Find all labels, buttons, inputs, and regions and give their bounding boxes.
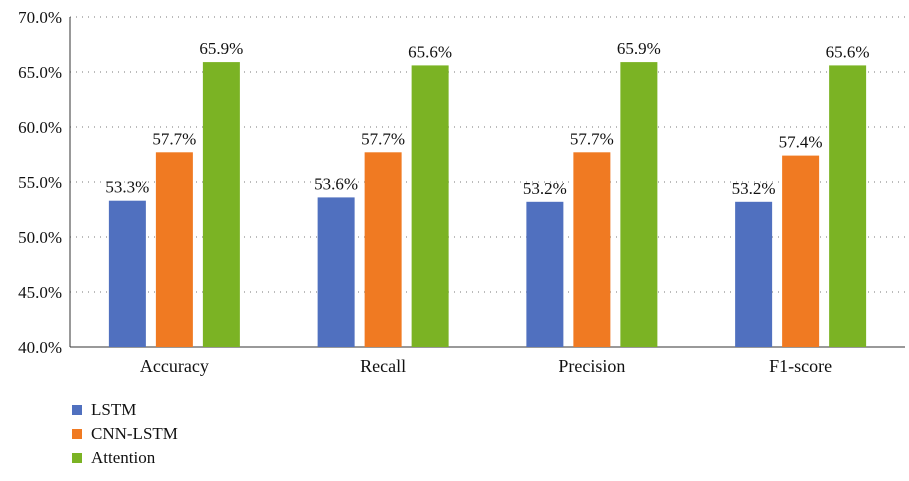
legend: LSTM CNN-LSTM Attention xyxy=(72,398,178,470)
data-label: 65.6% xyxy=(408,42,452,61)
bar-attention xyxy=(620,62,658,347)
legend-label-attention: Attention xyxy=(91,448,156,467)
y-tick-label: 55.0% xyxy=(18,173,62,192)
x-tick-label: Precision xyxy=(558,356,625,376)
data-label: 57.7% xyxy=(152,129,196,148)
x-tick-label: Recall xyxy=(360,356,406,376)
legend-label-cnn-lstm: CNN-LSTM xyxy=(91,424,178,443)
legend-item-cnn-lstm: CNN-LSTM xyxy=(72,422,178,446)
bar-cnn-lstm xyxy=(364,152,402,347)
data-label: 53.2% xyxy=(523,179,567,198)
y-tick-label: 50.0% xyxy=(18,228,62,247)
bar-lstm xyxy=(735,201,773,347)
x-tick-label: F1-score xyxy=(769,356,832,376)
bar-lstm xyxy=(526,201,564,347)
data-label: 57.7% xyxy=(361,129,405,148)
data-label: 53.3% xyxy=(105,178,149,197)
data-label: 65.6% xyxy=(826,42,870,61)
data-label: 57.7% xyxy=(570,129,614,148)
y-tick-label: 65.0% xyxy=(18,63,62,82)
bar-cnn-lstm xyxy=(573,152,611,347)
bar-attention xyxy=(829,65,867,348)
data-label: 65.9% xyxy=(617,39,661,58)
y-tick-label: 70.0% xyxy=(18,8,62,27)
data-label: 65.9% xyxy=(199,39,243,58)
y-tick-label: 40.0% xyxy=(18,338,62,357)
legend-item-attention: Attention xyxy=(72,446,178,470)
bar-lstm xyxy=(317,197,355,347)
legend-label-lstm: LSTM xyxy=(91,400,137,419)
data-label: 57.4% xyxy=(779,133,823,152)
x-tick-label: Accuracy xyxy=(140,356,209,376)
y-tick-label: 45.0% xyxy=(18,283,62,302)
bar-attention xyxy=(411,65,449,348)
bar-cnn-lstm xyxy=(782,155,820,347)
legend-swatch-cnn-lstm xyxy=(72,429,82,439)
legend-swatch-lstm xyxy=(72,405,82,415)
bar-lstm xyxy=(108,200,146,347)
bar-cnn-lstm xyxy=(155,152,193,347)
legend-item-lstm: LSTM xyxy=(72,398,178,422)
bar-attention xyxy=(202,62,240,347)
y-tick-label: 60.0% xyxy=(18,118,62,137)
data-label: 53.6% xyxy=(314,174,358,193)
data-label: 53.2% xyxy=(732,179,776,198)
legend-swatch-attention xyxy=(72,453,82,463)
